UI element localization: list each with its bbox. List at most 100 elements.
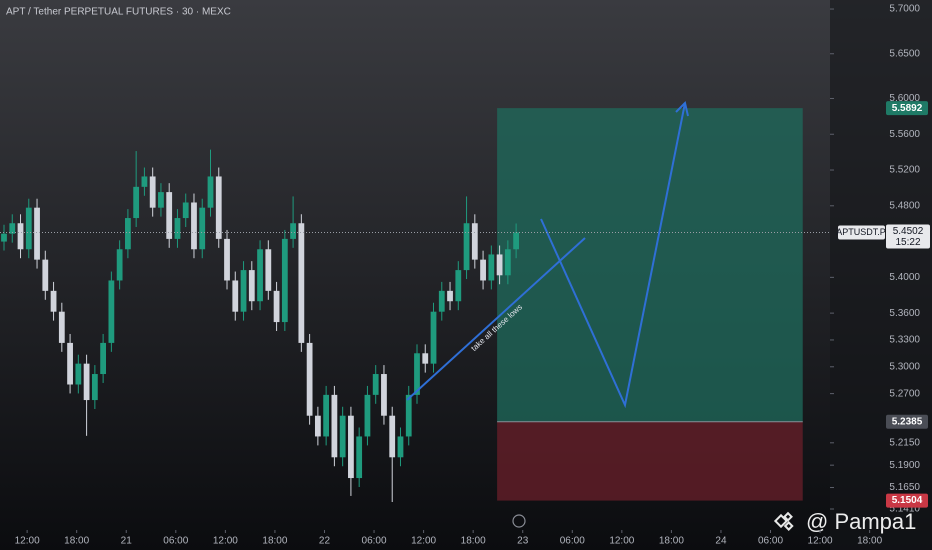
- position-tool: [497, 108, 803, 501]
- x-tick-label: 12:00: [411, 536, 436, 547]
- candle-body: [356, 436, 363, 479]
- y-tick-label: 5.1650: [889, 482, 920, 493]
- x-tick-label: 12:00: [213, 536, 238, 547]
- candle-body: [141, 176, 148, 187]
- candle-body: [273, 290, 280, 323]
- candle-body: [381, 374, 387, 416]
- candle-body: [166, 192, 173, 239]
- candle-body: [224, 238, 230, 281]
- candle-body: [9, 223, 16, 234]
- candle-body: [405, 394, 412, 437]
- y-tick-label: 5.3300: [889, 335, 920, 346]
- drawings: [406, 101, 689, 409]
- candle-body: [215, 176, 222, 239]
- candle-body: [323, 394, 330, 437]
- candle-body: [471, 223, 478, 260]
- arrow-path: [540, 102, 686, 409]
- logo: [773, 511, 794, 531]
- x-tick-label: 18:00: [262, 536, 287, 547]
- candle-body: [34, 207, 40, 260]
- chart-title: APT / Tether PERPETUAL FUTURES · 30 · ME…: [6, 7, 231, 18]
- trend-line: [406, 237, 586, 401]
- candle-body: [174, 218, 181, 239]
- current-price: 5.4502: [893, 226, 924, 237]
- x-tick-label: 22: [319, 536, 331, 547]
- candle-body: [149, 176, 156, 208]
- candle-body: [257, 249, 263, 302]
- x-tick-label: 23: [517, 536, 529, 547]
- axis-panel: [830, 0, 932, 550]
- candle-body: [438, 290, 445, 312]
- x-tick-label: 06:00: [560, 536, 585, 547]
- candle-body: [158, 192, 164, 208]
- candle-body: [290, 223, 296, 239]
- watermark: @ Pampa1: [806, 509, 916, 534]
- candle-body: [422, 353, 429, 364]
- y-tick-label: 5.4000: [889, 272, 920, 283]
- arrow-head: [675, 101, 689, 117]
- x-tick-label: 24: [715, 536, 727, 547]
- candle-body: [414, 353, 420, 395]
- candle-body: [298, 223, 305, 343]
- x-tick-label: 06:00: [362, 536, 387, 547]
- x-tick-label: 06:00: [163, 536, 188, 547]
- y-tick-label: 5.5600: [889, 129, 920, 140]
- candle-body: [191, 202, 197, 250]
- candle-body: [248, 270, 255, 302]
- y-tick-label: 5.1410: [889, 504, 920, 515]
- y-tick-label: 5.2700: [889, 388, 920, 399]
- loss-zone: [497, 421, 803, 501]
- candle-body: [182, 202, 189, 219]
- profit-zone: [497, 108, 803, 422]
- candle-body: [91, 374, 98, 401]
- x-tick-label: 18:00: [857, 536, 882, 547]
- countdown: 15:22: [895, 237, 920, 248]
- candle-body: [447, 290, 453, 302]
- candle-body: [339, 415, 346, 458]
- price-axis: 5.7000 5.6500 5.6000 5.5600 5.5200 5.4800 5.40…: [830, 0, 932, 550]
- y-tick-label: 5.6000: [889, 93, 920, 104]
- y-tick-label: 5.3000: [889, 361, 920, 372]
- y-tick-label: 5.2150: [889, 437, 920, 448]
- candle-body: [455, 270, 462, 302]
- y-tick-label: 5.1900: [889, 460, 920, 471]
- candle-body: [504, 249, 511, 276]
- candle-body: [50, 290, 57, 312]
- price-label: 5.1504: [892, 495, 923, 506]
- candles: [1, 149, 520, 503]
- x-tick-label: 21: [121, 536, 133, 547]
- candle-body: [496, 254, 503, 276]
- x-tick-label: 18:00: [461, 536, 486, 547]
- x-tick-label: 06:00: [758, 536, 783, 547]
- candle-body: [331, 394, 338, 458]
- x-tick-label: 18:00: [64, 536, 89, 547]
- candle-body: [232, 280, 239, 312]
- candle-body: [463, 223, 470, 271]
- candle-body: [372, 374, 379, 395]
- candle-body: [281, 238, 288, 323]
- y-tick-label: 5.5200: [889, 165, 920, 176]
- candle-body: [430, 311, 437, 364]
- candle-body: [364, 394, 371, 437]
- y-tick-label: 5.3600: [889, 308, 920, 319]
- candle-body: [133, 186, 140, 219]
- candle-body: [83, 363, 90, 401]
- price-label-box: [886, 493, 928, 508]
- candle-body: [389, 415, 396, 458]
- candle-body: [58, 311, 65, 343]
- candle-body: [1, 233, 7, 242]
- price-label-box: [886, 414, 928, 429]
- price-label: 5.5892: [892, 103, 923, 114]
- price-label-box: [886, 101, 928, 116]
- candle-body: [314, 415, 321, 437]
- x-tick-label: 12:00: [15, 536, 40, 547]
- candle-body: [108, 280, 115, 343]
- y-tick-label: 5.4800: [889, 200, 920, 211]
- symbol-label: APTUSDT.P: [836, 227, 886, 237]
- icon: [512, 514, 526, 528]
- candle-body: [397, 436, 404, 458]
- candle-body: [488, 254, 495, 281]
- candle-body: [199, 207, 206, 250]
- candle-body: [42, 259, 49, 291]
